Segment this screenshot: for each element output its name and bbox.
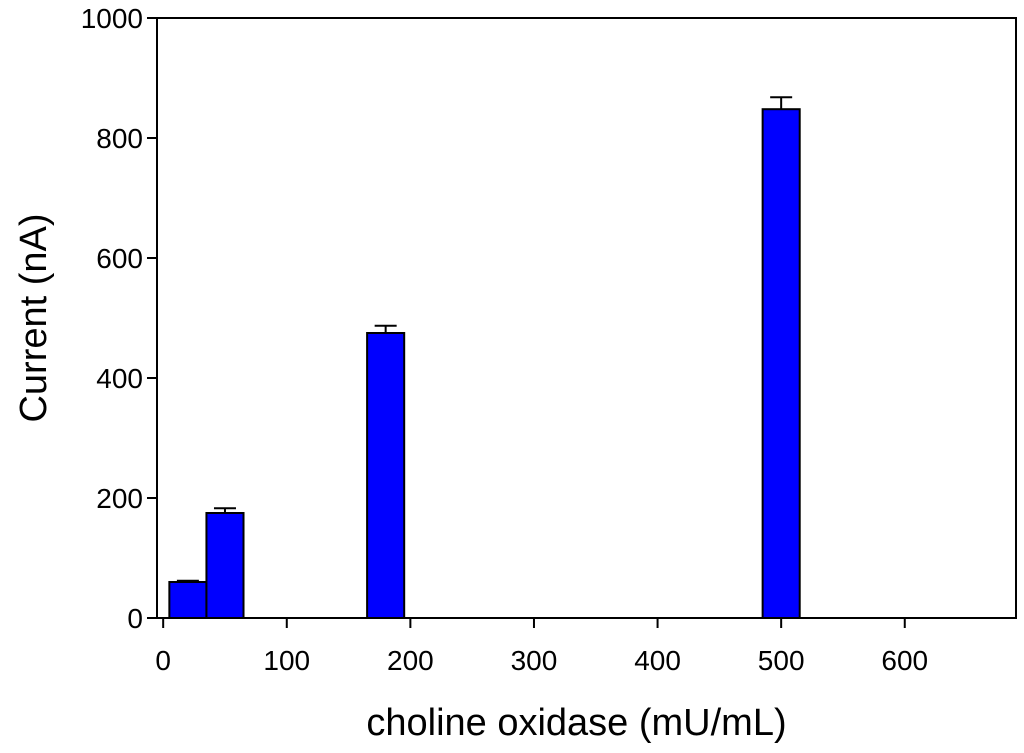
y-tick-label-1000: 1000 xyxy=(81,3,143,34)
error-bar-180 xyxy=(374,324,397,333)
y-axis-title: Current (nA) xyxy=(13,213,55,422)
bars-layer xyxy=(168,108,801,619)
bar-50 xyxy=(205,512,245,619)
y-tick-label-600: 600 xyxy=(96,243,143,274)
x-tick-label-500: 500 xyxy=(758,645,805,676)
y-tick-label-400: 400 xyxy=(96,363,143,394)
y-tick-label-0: 0 xyxy=(127,603,143,634)
x-tick-label-400: 400 xyxy=(634,645,681,676)
x-axis-title: choline oxidase (mU/mL) xyxy=(366,702,786,744)
error-bar-500 xyxy=(770,96,793,110)
bar-180 xyxy=(366,332,406,619)
x-tick-label-0: 0 xyxy=(155,645,171,676)
bar-20 xyxy=(168,581,208,619)
x-tick-label-300: 300 xyxy=(511,645,558,676)
error-bar-20 xyxy=(176,579,199,582)
plot-frame xyxy=(156,17,1017,619)
x-tick-label-600: 600 xyxy=(881,645,928,676)
error-bar-50 xyxy=(213,507,236,513)
x-axis: 0 100 200 300 400 500 600 xyxy=(155,618,928,676)
y-axis: 0 200 400 600 800 1000 xyxy=(81,3,157,634)
y-tick-label-800: 800 xyxy=(96,123,143,154)
x-tick-label-100: 100 xyxy=(263,645,310,676)
bar-500 xyxy=(761,108,801,619)
y-tick-label-200: 200 xyxy=(96,483,143,514)
error-bars-layer xyxy=(176,96,793,582)
x-tick-label-200: 200 xyxy=(387,645,434,676)
